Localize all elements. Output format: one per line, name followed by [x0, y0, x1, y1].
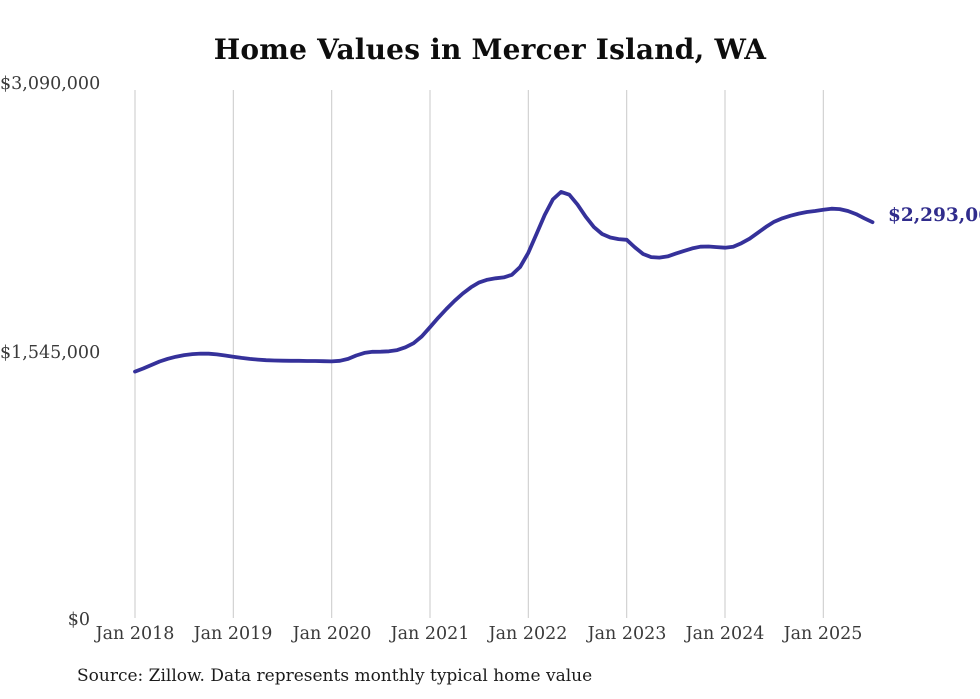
- source-note: Source: Zillow. Data represents monthly …: [77, 666, 593, 686]
- x-axis-label-2019: Jan 2019: [193, 624, 273, 644]
- x-axis-label-2018: Jan 2018: [95, 624, 175, 644]
- x-axis-label-2021: Jan 2021: [390, 624, 470, 644]
- x-axis-label-2022: Jan 2022: [488, 624, 568, 644]
- x-axis-label-2025: Jan 2025: [783, 624, 863, 644]
- home-value-line: [133, 190, 875, 374]
- latest-value-label: $2,293,062: [888, 205, 980, 226]
- y-axis-label-max: $3,090,000: [0, 74, 101, 94]
- x-axis-label-2023: Jan 2023: [587, 624, 667, 644]
- x-axis-label-2024: Jan 2024: [685, 624, 765, 644]
- y-axis-label-mid: $1,545,000: [0, 343, 101, 363]
- x-axis-label-2020: Jan 2020: [292, 624, 372, 644]
- y-axis-label-zero: $0: [67, 610, 90, 630]
- chart-title: Home Values in Mercer Island, WA: [213, 33, 767, 66]
- vertical-gridlines: [134, 90, 824, 618]
